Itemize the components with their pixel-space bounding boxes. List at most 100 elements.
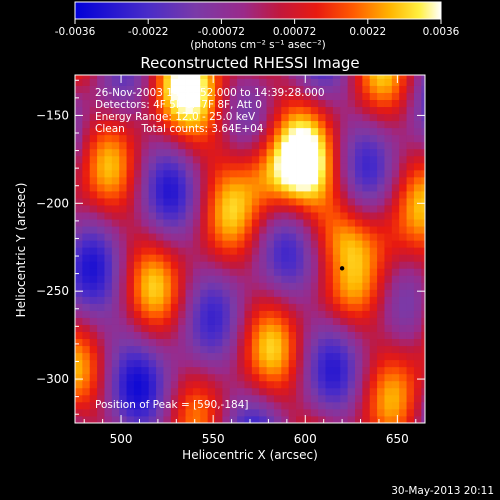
heatmap-cell: [310, 99, 319, 108]
heatmap-cell: [362, 296, 371, 304]
heatmap-cell: [215, 92, 223, 101]
heatmap-cell: [163, 120, 172, 129]
heatmap-cell: [111, 310, 120, 318]
heatmap-cell: [421, 303, 425, 311]
heatmap-cell: [75, 219, 83, 227]
heatmap-cell: [318, 113, 326, 122]
heatmap-cell: [244, 317, 253, 325]
heatmap-cell: [399, 92, 407, 101]
heatmap-cell: [237, 75, 245, 79]
heatmap-cell: [377, 310, 385, 318]
heatmap-cell: [97, 226, 105, 234]
heatmap-cell: [222, 373, 231, 382]
heatmap-cell: [310, 408, 319, 417]
heatmap-cell: [251, 176, 260, 185]
heatmap-cell: [156, 247, 164, 255]
heatmap-cell: [406, 240, 415, 248]
heatmap-cell: [111, 254, 120, 262]
heatmap-cell: [156, 240, 164, 248]
heatmap-cell: [413, 148, 422, 157]
heatmap-cell: [369, 282, 378, 290]
heatmap-cell: [163, 191, 172, 199]
heatmap-cell: [362, 261, 371, 269]
heatmap-cell: [332, 198, 341, 206]
heatmap-cell: [222, 254, 231, 262]
heatmap-cell: [200, 198, 209, 206]
heatmap-cell: [362, 338, 371, 347]
heatmap-cell: [281, 338, 290, 347]
heatmap-cell: [104, 303, 113, 311]
heatmap-cell: [406, 78, 415, 86]
heatmap-cell: [347, 408, 356, 417]
heatmap-cell: [303, 120, 312, 129]
heatmap-cell: [178, 113, 186, 122]
heatmap-cell: [288, 289, 297, 297]
heatmap-cell: [288, 191, 297, 199]
heatmap-cell: [163, 205, 172, 213]
heatmap-cell: [82, 373, 91, 382]
heatmap-cell: [141, 275, 150, 283]
heatmap-cell: [310, 169, 319, 178]
heatmap-cell: [296, 387, 304, 396]
heatmap-cell: [369, 113, 378, 122]
heatmap-cell: [399, 317, 407, 325]
heatmap-cell: [75, 183, 83, 192]
heatmap-cell: [340, 317, 349, 325]
heatmap-cell: [399, 176, 407, 185]
heatmap-cell: [377, 78, 385, 86]
heatmap-cell: [325, 338, 334, 347]
heatmap-cell: [413, 359, 422, 368]
heatmap-cell: [200, 387, 209, 396]
heatmap-cell: [347, 176, 356, 185]
heatmap-cell: [259, 408, 267, 417]
heatmap-cell: [126, 303, 135, 311]
heatmap-cell: [148, 198, 157, 206]
heatmap-cell: [347, 106, 356, 115]
heatmap-cell: [340, 205, 349, 213]
heatmap-cell: [163, 233, 172, 241]
heatmap-cell: [318, 240, 326, 248]
heatmap-cell: [111, 373, 120, 382]
heatmap-cell: [170, 373, 179, 382]
heatmap-cell: [318, 296, 326, 304]
heatmap-cell: [288, 219, 297, 227]
heatmap-cell: [296, 289, 304, 297]
heatmap-cell: [148, 303, 157, 311]
heatmap-cell: [97, 92, 105, 101]
heatmap-cell: [384, 338, 393, 347]
heatmap-cell: [237, 162, 245, 171]
heatmap-cell: [237, 394, 245, 403]
heatmap-cell: [89, 303, 98, 311]
heatmap-cell: [421, 387, 425, 396]
heatmap-cell: [97, 296, 105, 304]
heatmap-cell: [237, 113, 245, 122]
heatmap-cell: [75, 338, 83, 347]
heatmap-cell: [215, 401, 223, 410]
heatmap-cell: [133, 373, 142, 382]
heatmap-cell: [406, 296, 415, 304]
heatmap-cell: [399, 75, 407, 79]
heatmap-cell: [126, 191, 135, 199]
heatmap-cell: [325, 233, 334, 241]
heatmap-cell: [406, 99, 415, 108]
heatmap-cell: [229, 317, 238, 325]
heatmap-cell: [111, 134, 120, 143]
heatmap-cell: [104, 373, 113, 382]
heatmap-cell: [362, 99, 371, 108]
heatmap-cell: [163, 317, 172, 325]
heatmap-cell: [421, 219, 425, 227]
heatmap-cell: [332, 155, 341, 164]
heatmap-cell: [111, 127, 120, 136]
heatmap-cell: [126, 162, 135, 171]
heatmap-cell: [222, 317, 231, 325]
heatmap-cell: [303, 75, 312, 79]
heatmap-cell: [296, 401, 304, 410]
heatmap-cell: [266, 169, 275, 178]
heatmap-cell: [266, 134, 275, 143]
heatmap-cell: [215, 85, 223, 93]
heatmap-cell: [259, 268, 267, 276]
heatmap-cell: [75, 176, 83, 185]
heatmap-cell: [237, 247, 245, 255]
heatmap-cell: [347, 141, 356, 150]
heatmap-cell: [303, 415, 312, 423]
